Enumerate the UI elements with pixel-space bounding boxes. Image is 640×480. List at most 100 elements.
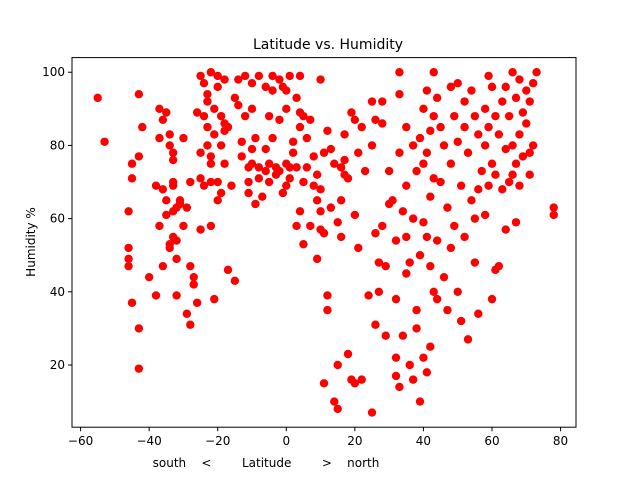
- data-point: [285, 163, 294, 172]
- data-point: [504, 111, 514, 121]
- data-point: [213, 82, 222, 92]
- data-point: [124, 261, 133, 271]
- data-point: [330, 397, 339, 406]
- data-point: [412, 324, 421, 333]
- data-point: [429, 287, 438, 297]
- x-axis-label: south < Latitude > north: [153, 456, 380, 470]
- y-axis: 20 40 60 80 100: [42, 65, 72, 372]
- data-point: [426, 126, 435, 135]
- data-point: [155, 104, 164, 114]
- data-point: [247, 104, 257, 114]
- data-point: [453, 137, 462, 146]
- data-point: [186, 320, 195, 329]
- data-point: [285, 174, 294, 183]
- data-point: [227, 181, 236, 190]
- data-point: [378, 97, 387, 106]
- data-point: [354, 243, 363, 253]
- data-point: [374, 258, 384, 267]
- data-point: [515, 75, 524, 84]
- data-point: [179, 221, 188, 231]
- data-point: [528, 79, 538, 88]
- data-point: [182, 203, 192, 212]
- data-point: [240, 71, 250, 81]
- data-point: [199, 79, 209, 88]
- data-point: [168, 155, 178, 165]
- data-point: [371, 115, 380, 125]
- data-point: [336, 163, 346, 172]
- data-point: [487, 159, 497, 168]
- data-point: [405, 258, 414, 267]
- data-point: [487, 82, 497, 92]
- y-tick-label: 100: [42, 65, 65, 79]
- data-point: [309, 152, 318, 161]
- data-point: [467, 86, 476, 95]
- data-point: [261, 166, 270, 176]
- data-point: [138, 122, 147, 132]
- data-point: [309, 181, 318, 190]
- data-point: [378, 221, 387, 231]
- data-point: [364, 291, 373, 300]
- data-point: [522, 119, 531, 128]
- data-point: [412, 305, 421, 315]
- data-point: [350, 210, 360, 220]
- data-point: [347, 108, 356, 117]
- data-point: [213, 196, 222, 205]
- data-point: [247, 144, 257, 154]
- data-point: [172, 254, 181, 264]
- data-point: [508, 141, 517, 150]
- data-point: [508, 68, 517, 77]
- data-point: [251, 133, 260, 143]
- data-point: [470, 214, 480, 223]
- x-tick-label: 40: [416, 434, 431, 448]
- data-point: [360, 166, 370, 176]
- data-point: [302, 133, 312, 143]
- data-point: [127, 174, 137, 183]
- data-point: [323, 126, 332, 135]
- data-point: [326, 203, 336, 212]
- data-point: [395, 148, 404, 157]
- data-point: [319, 379, 329, 388]
- data-point: [336, 232, 346, 242]
- data-point: [237, 152, 246, 161]
- x-tick-label: 0: [282, 434, 290, 448]
- y-axis-label: Humidity %: [24, 207, 38, 277]
- data-point: [254, 174, 264, 183]
- x-tick-label: 20: [347, 434, 362, 448]
- data-point: [199, 111, 209, 121]
- data-point: [436, 177, 445, 187]
- data-point: [395, 68, 404, 77]
- data-point: [549, 203, 558, 212]
- data-point: [155, 221, 164, 231]
- data-point: [192, 108, 202, 117]
- data-point: [299, 177, 308, 187]
- data-point: [395, 382, 404, 392]
- data-point: [258, 192, 267, 201]
- data-point: [456, 181, 466, 190]
- data-point: [436, 122, 445, 132]
- data-point: [240, 111, 250, 121]
- data-point: [162, 196, 171, 205]
- data-point: [467, 196, 476, 205]
- data-point: [340, 155, 349, 165]
- data-point: [453, 287, 462, 297]
- data-point: [371, 229, 380, 238]
- data-point: [234, 75, 243, 84]
- data-point: [213, 71, 222, 81]
- data-point: [333, 360, 342, 370]
- data-point: [384, 166, 394, 176]
- data-point: [405, 360, 414, 370]
- data-point: [282, 104, 291, 114]
- data-point: [408, 141, 418, 150]
- data-point: [247, 159, 257, 168]
- data-point: [419, 159, 428, 168]
- data-point: [165, 243, 174, 253]
- data-point: [446, 82, 456, 92]
- data-point: [463, 335, 473, 344]
- data-point: [216, 111, 226, 121]
- data-point: [189, 272, 198, 282]
- data-point: [367, 141, 377, 150]
- data-point: [210, 294, 219, 304]
- data-point: [124, 243, 133, 253]
- data-point: [127, 298, 137, 307]
